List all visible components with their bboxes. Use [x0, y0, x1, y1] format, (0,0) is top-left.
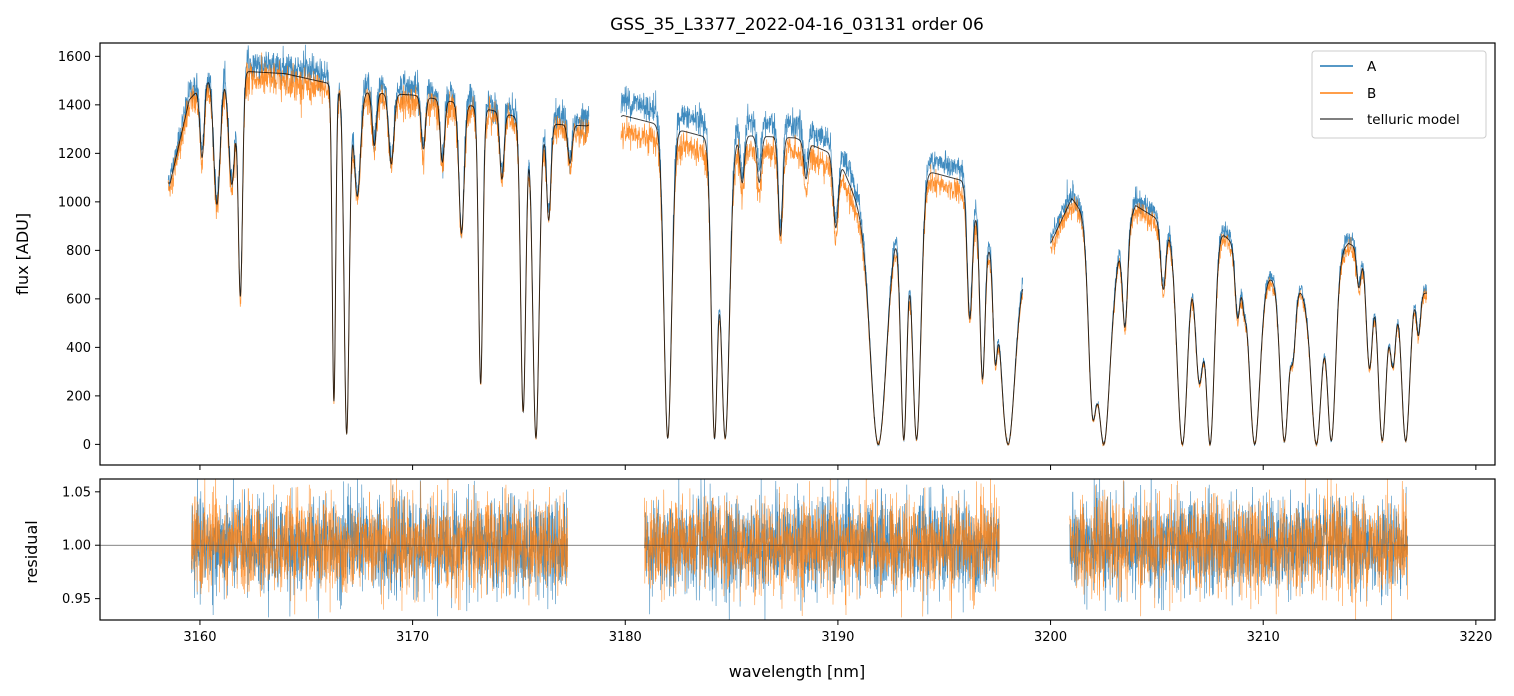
flux-y-tick-label: 200	[66, 389, 91, 404]
flux-y-tick-label: 1400	[58, 98, 91, 113]
residual-y-tick-label: 1.05	[62, 485, 91, 500]
legend-label-telluric: telluric model	[1367, 112, 1460, 128]
residual-x-tick-label: 3200	[1034, 630, 1067, 645]
flux-axes-frame	[99, 42, 1496, 466]
residual-x-tick-label: 3190	[821, 630, 854, 645]
residual-plot-area	[100, 479, 1495, 620]
flux-y-tick-label: 400	[66, 341, 91, 356]
residual-x-tick-label: 3170	[396, 630, 429, 645]
residual-panel: 0.95 1.00 1.05 3160 3170 3180 3190 3200 3210 322…	[22, 478, 1496, 681]
residual-y-axis-label: residual	[22, 520, 41, 583]
flux-y-ticks: 0 200 400 600 800 1000 1200 1400 1600	[58, 50, 100, 453]
flux-y-tick-label: 1600	[58, 50, 91, 65]
x-axis-label: wavelength [nm]	[729, 662, 866, 681]
residual-x-tick-label: 3180	[609, 630, 642, 645]
residual-x-ticks: 3160 3170 3180 3190 3200 3210 3220	[183, 620, 1492, 645]
flux-y-tick-label: 1200	[58, 147, 91, 162]
flux-y-tick-label: 600	[66, 292, 91, 307]
legend-label-b: B	[1367, 86, 1376, 102]
chart-title: GSS_35_L3377_2022-04-16_03131 order 06	[610, 15, 984, 35]
residual-y-tick-label: 1.00	[62, 539, 91, 554]
residual-b-line	[191, 479, 1408, 620]
flux-y-tick-label: 1000	[58, 195, 91, 210]
legend-label-a: A	[1367, 59, 1377, 75]
legend-box	[1311, 50, 1487, 139]
residual-axes-frame	[99, 478, 1496, 621]
residual-x-tick-label: 3210	[1247, 630, 1280, 645]
flux-y-tick-label: 800	[66, 244, 91, 259]
telluric-model-line	[168, 71, 1427, 446]
residual-x-tick-label: 3160	[183, 630, 216, 645]
residual-y-tick-label: 0.95	[62, 592, 91, 607]
flux-y-axis-label: flux [ADU]	[13, 213, 32, 295]
flux-panel: 0 200 400 600 800 1000 1200 1400 1600 flux [ADU]…	[13, 42, 1496, 470]
legend: A B telluric model	[1311, 50, 1487, 139]
flux-plot-area	[167, 44, 1428, 447]
residual-x-tick-label: 3220	[1459, 630, 1492, 645]
flux-y-tick-label: 0	[83, 438, 91, 453]
flux-x-ticks	[199, 465, 1477, 470]
residual-y-ticks: 0.95 1.00 1.05	[62, 485, 100, 607]
